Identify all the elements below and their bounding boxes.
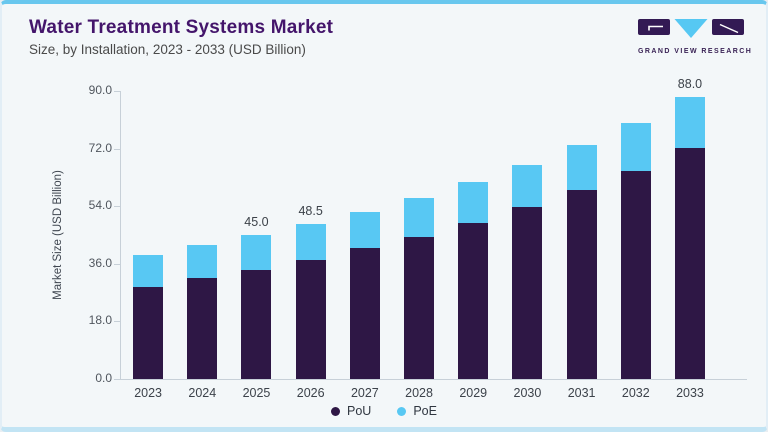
bar-value-label-2025: 45.0 [244,215,269,229]
logo-r-stroke [719,23,739,34]
bar-slot-2027: 2027 [338,91,392,400]
bar-segment-pou-2033 [674,147,705,379]
x-tick-label-2029: 2029 [459,386,488,400]
gvr-logo: GRAND VIEW RESEARCH [638,19,753,55]
bar-segment-poe-2026 [295,223,326,261]
x-tick-label-2031: 2031 [567,386,596,400]
bar-value-label-2033: 88.0 [677,77,703,92]
x-tick-label-2033: 2033 [676,386,704,400]
chart-legend: PoU PoE [2,404,766,418]
bar-segment-poe-2033 [674,97,705,148]
bar-segment-poe-2025 [241,235,272,270]
legend-item-pou: PoU [331,404,371,418]
bar-slot-2033: 88.0 2033 [663,77,717,400]
bar-stack [295,223,326,379]
logo-g-stroke [648,25,663,31]
bar-stack [512,164,543,379]
bar-segment-pou-2029 [458,222,489,379]
bar-segment-pou-2025 [241,269,272,379]
x-tick-label-2023: 2023 [134,386,162,400]
x-axis-line [120,379,747,380]
bar-segment-pou-2026 [295,260,326,379]
x-tick-label-2028: 2028 [405,386,433,400]
bar-segment-poe-2032 [620,122,651,171]
y-axis-title: Market Size (USD Billion) [52,170,64,300]
bar-stack [458,181,489,379]
y-tick-mark [114,321,120,323]
bar-segment-pou-2023 [133,286,164,379]
bar-slot-2031: 2031 [555,91,609,400]
y-tick-mark [114,263,120,265]
bar-segment-pou-2024 [187,277,218,379]
bar-segment-pou-2030 [512,207,543,379]
bar-segment-poe-2023 [133,255,164,287]
y-tick-label: 18.0 [88,313,112,328]
bar-slot-2026: 48.5 2026 [284,91,338,400]
y-tick-label: 72.0 [88,140,112,155]
bar-slot-2024: 2024 [175,91,229,400]
bar-stack [674,97,705,379]
bars-area: 2023 2024 45.0 2025 48.5 2026 2027 2028 2029 2030… [121,77,717,400]
bar-stack [349,211,380,379]
x-tick-label-2032: 2032 [621,386,650,400]
legend-dot-poe [397,406,407,416]
bar-segment-poe-2028 [404,197,435,237]
y-axis-line [120,91,121,379]
bar-slot-2032: 2032 [609,91,663,400]
bar-stack [241,235,272,379]
x-tick-label-2024: 2024 [188,386,217,400]
y-tick-label: 36.0 [88,255,112,270]
bar-segment-pou-2032 [620,171,651,379]
bar-slot-2029: 2029 [446,91,500,400]
gvr-logo-mark [638,19,744,38]
page-title: Water Treatment Systems Market [29,17,334,38]
bar-value-label-2026: 48.5 [298,203,323,218]
x-tick-label-2027: 2027 [350,386,379,400]
y-tick-mark [114,91,120,92]
x-tick-label-2026: 2026 [296,386,325,400]
bar-slot-2030: 2030 [500,91,554,400]
legend-label: PoU [347,404,372,418]
bar-segment-poe-2030 [512,164,543,208]
bar-stack [566,144,597,379]
legend-item-poe: PoE [397,404,437,418]
gvr-logo-text: GRAND VIEW RESEARCH [638,48,753,55]
legend-label: PoE [413,404,437,418]
bar-segment-poe-2027 [349,211,380,249]
y-tick-mark [114,206,120,208]
bar-stack [133,255,164,379]
y-tick-label: 54.0 [88,198,112,213]
y-tick-mark [114,379,120,380]
bar-segment-poe-2029 [458,181,489,223]
bar-segment-poe-2024 [187,244,218,278]
logo-r-block [712,19,744,35]
x-tick-label-2030: 2030 [513,386,542,400]
bar-slot-2023: 2023 [121,91,175,400]
bar-slot-2025: 45.0 2025 [229,91,283,400]
y-tick-label: 0.0 [95,371,112,385]
bar-stack [404,197,435,379]
page-subtitle: Size, by Installation, 2023 - 2033 (USD … [29,42,306,57]
bar-slot-2028: 2028 [392,91,446,400]
y-tick-mark [114,148,120,150]
bar-segment-poe-2031 [566,144,597,191]
bar-stack [620,122,651,379]
bar-segment-pou-2028 [404,236,435,379]
y-tick-label: 90.0 [88,83,112,97]
bar-stack [187,244,218,379]
bar-segment-pou-2031 [566,190,597,379]
legend-dot-pou [331,406,341,416]
x-tick-label-2025: 2025 [242,386,271,400]
bar-segment-pou-2027 [349,248,380,379]
logo-v-triangle [674,19,708,38]
